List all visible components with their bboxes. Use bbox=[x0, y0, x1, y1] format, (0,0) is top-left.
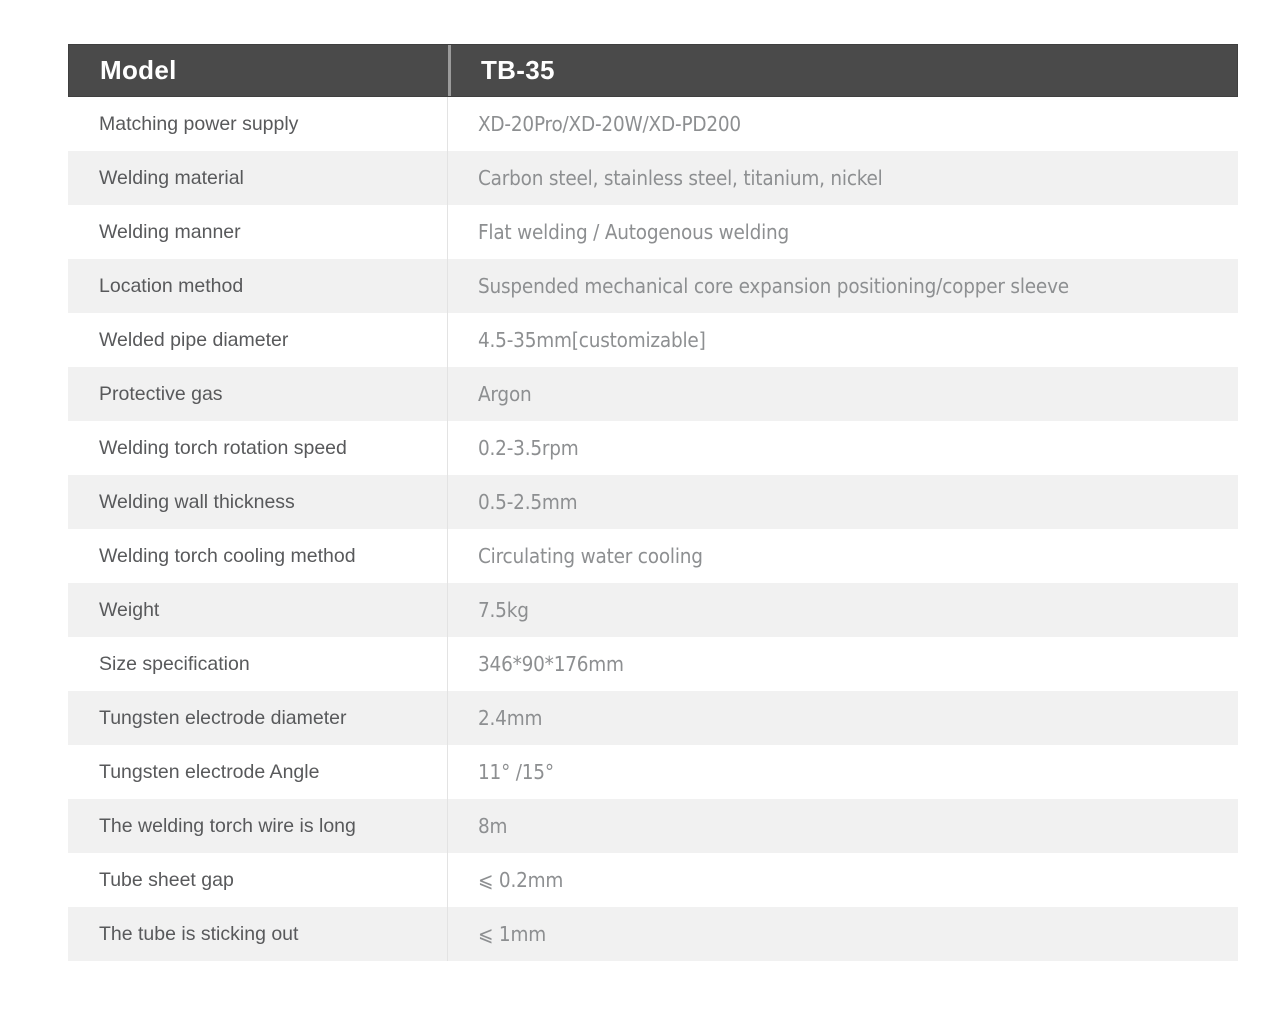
table-row: Tungsten electrode diameter 2.4mm bbox=[68, 691, 1238, 745]
spec-value: Carbon steel, stainless steel, titanium,… bbox=[447, 151, 1238, 205]
spec-label: Tube sheet gap bbox=[99, 868, 234, 891]
spec-label: Weight bbox=[99, 598, 160, 621]
table-row: Welding wall thickness 0.5-2.5mm bbox=[68, 475, 1238, 529]
spec-label: Tungsten electrode diameter bbox=[99, 706, 347, 729]
spec-label: Tungsten electrode Angle bbox=[99, 760, 320, 783]
table-row: Matching power supply XD-20Pro/XD-20W/XD-… bbox=[68, 97, 1238, 151]
spec-table-header: Model TB-35 bbox=[68, 44, 1238, 97]
spec-value: Suspended mechanical core expansion posi… bbox=[447, 259, 1238, 313]
spec-label: Welding torch cooling method bbox=[99, 544, 356, 567]
spec-value: 346*90*176mm bbox=[447, 637, 1238, 691]
table-row: Tungsten electrode Angle 11° /15° bbox=[68, 745, 1238, 799]
spec-label: The tube is sticking out bbox=[99, 922, 299, 945]
spec-label: Welding material bbox=[99, 166, 244, 189]
table-row: Tube sheet gap ⩽ 0.2mm bbox=[68, 853, 1238, 907]
table-row: Welding manner Flat welding / Autogenous … bbox=[68, 205, 1238, 259]
spec-label: Welding torch rotation speed bbox=[99, 436, 347, 459]
table-row: Welding torch cooling method Circulating … bbox=[68, 529, 1238, 583]
table-row: Welding material Carbon steel, stainless … bbox=[68, 151, 1238, 205]
spec-value: Argon bbox=[447, 367, 1238, 421]
spec-value: 0.2-3.5rpm bbox=[447, 421, 1238, 475]
table-row: Location method Suspended mechanical core… bbox=[68, 259, 1238, 313]
spec-value: Flat welding / Autogenous welding bbox=[447, 205, 1238, 259]
spec-label: The welding torch wire is long bbox=[99, 814, 356, 837]
spec-value: 2.4mm bbox=[447, 691, 1238, 745]
spec-label: Matching power supply bbox=[99, 112, 299, 135]
header-model-label: Model bbox=[100, 55, 177, 85]
spec-value: Circulating water cooling bbox=[447, 529, 1238, 583]
table-row: Size specification 346*90*176mm bbox=[68, 637, 1238, 691]
spec-value: ⩽ 1mm bbox=[447, 907, 1238, 961]
table-row: Protective gas Argon bbox=[68, 367, 1238, 421]
table-row: Welded pipe diameter 4.5-35mm[customizabl… bbox=[68, 313, 1238, 367]
spec-value: 0.5-2.5mm bbox=[447, 475, 1238, 529]
spec-label: Size specification bbox=[99, 652, 250, 675]
spec-table-body: Matching power supply XD-20Pro/XD-20W/XD-… bbox=[68, 97, 1238, 961]
spec-label: Welding wall thickness bbox=[99, 490, 295, 513]
spec-value: 8m bbox=[447, 799, 1238, 853]
header-model-value: TB-35 bbox=[448, 45, 1237, 96]
spec-table: Model TB-35 Matching power supply XD-20Pr… bbox=[68, 44, 1238, 961]
spec-value: XD-20Pro/XD-20W/XD-PD200 bbox=[447, 97, 1238, 151]
table-row: Welding torch rotation speed 0.2-3.5rpm bbox=[68, 421, 1238, 475]
spec-label: Protective gas bbox=[99, 382, 223, 405]
spec-label: Welded pipe diameter bbox=[99, 328, 289, 351]
spec-value: 7.5kg bbox=[447, 583, 1238, 637]
table-row: The welding torch wire is long 8m bbox=[68, 799, 1238, 853]
spec-value: 11° /15° bbox=[447, 745, 1238, 799]
spec-value: 4.5-35mm[customizable] bbox=[447, 313, 1238, 367]
table-row: The tube is sticking out ⩽ 1mm bbox=[68, 907, 1238, 961]
spec-value: ⩽ 0.2mm bbox=[447, 853, 1238, 907]
spec-label: Location method bbox=[99, 274, 244, 297]
spec-label: Welding manner bbox=[99, 220, 241, 243]
table-row: Weight 7.5kg bbox=[68, 583, 1238, 637]
